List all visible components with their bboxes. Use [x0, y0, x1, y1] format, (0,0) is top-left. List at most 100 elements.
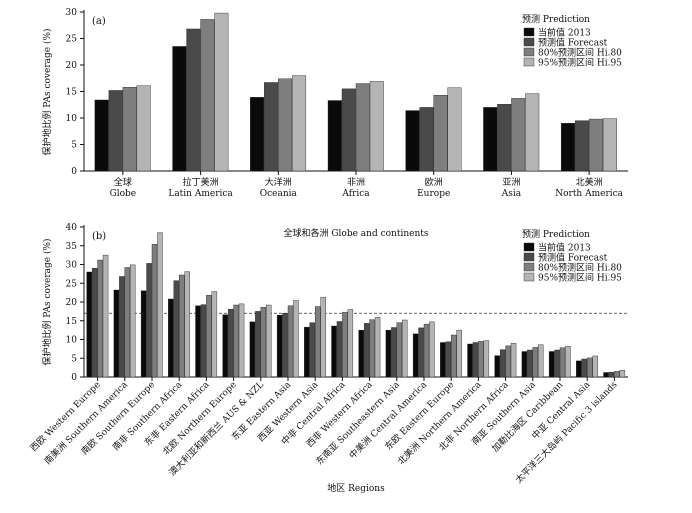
bar: [592, 355, 598, 378]
bar: [347, 309, 354, 378]
bar: [227, 308, 234, 378]
bar: [405, 110, 420, 172]
bar: [200, 304, 207, 378]
bar: [113, 289, 120, 378]
bar: [250, 97, 265, 172]
bar: [97, 259, 103, 378]
bar: [214, 12, 229, 172]
legend-swatch: [523, 252, 535, 262]
bar: [304, 326, 310, 378]
bar: [576, 360, 582, 378]
bar: [554, 349, 560, 378]
bar: [124, 267, 131, 378]
bar: [320, 296, 326, 378]
bar: [447, 87, 462, 172]
bar: [86, 271, 92, 378]
bar: [292, 75, 307, 172]
y-tick-label: 5: [71, 354, 77, 364]
bar: [483, 107, 498, 172]
y-tick-label: 35: [66, 242, 78, 252]
bar: [206, 295, 212, 378]
bar: [505, 345, 511, 378]
bar: [423, 323, 430, 378]
bar: [419, 107, 434, 172]
category-label-en: Globe: [110, 189, 137, 199]
legend-swatch: [523, 47, 535, 57]
bar: [429, 321, 435, 378]
legend-swatch: [523, 262, 535, 272]
bar: [608, 371, 615, 378]
bar: [266, 304, 272, 378]
bar: [494, 355, 500, 378]
bar: [331, 325, 337, 378]
legend-swatch: [523, 272, 535, 282]
bar: [293, 300, 299, 378]
y-tick-label: 10: [66, 114, 78, 124]
bar: [538, 344, 544, 378]
bar: [140, 290, 147, 378]
bar: [402, 319, 408, 378]
category-label-en: North America: [555, 189, 623, 199]
bar: [136, 85, 151, 172]
bar: [233, 304, 239, 378]
bar: [445, 341, 452, 378]
bar: [412, 333, 419, 378]
bar: [497, 104, 512, 172]
bar: [186, 28, 201, 172]
bar: [309, 322, 316, 378]
bar: [511, 98, 526, 172]
y-axis-label: 保护地比例 PAs coverage (%): [41, 28, 53, 155]
bar: [255, 311, 261, 378]
bar: [355, 83, 370, 172]
bar: [560, 123, 575, 172]
legend-entry: 95%预测区间 Hi.95: [538, 272, 622, 284]
bar: [260, 307, 267, 378]
y-tick-label: 10: [66, 336, 78, 346]
bar: [119, 276, 125, 378]
bar: [336, 321, 343, 378]
bar: [315, 306, 321, 378]
legend-swatch: [523, 27, 535, 37]
bar: [440, 342, 446, 378]
bar: [222, 314, 228, 378]
y-tick-label: 20: [66, 298, 78, 308]
bar: [278, 78, 293, 172]
bar: [130, 264, 136, 378]
category-label-en: Oceania: [260, 189, 298, 199]
legend-entry: 预测值 Forecast: [538, 37, 608, 49]
bar: [211, 291, 218, 378]
bar: [151, 244, 158, 378]
y-tick-label: 30: [66, 261, 78, 271]
bar: [122, 87, 137, 172]
panel-b: 0 5 10 15 20 25 30 35 40 保护地比例 PAs coverage (%) (b…: [27, 223, 628, 494]
bar: [249, 321, 256, 378]
category-label-zh: 大洋洲: [265, 176, 292, 188]
category-label-zh: 欧洲: [425, 176, 443, 188]
bar: [527, 349, 533, 378]
bar: [342, 311, 348, 378]
bar: [94, 99, 109, 172]
panel-label: (b): [92, 231, 106, 242]
category-label-zh: 全球: [114, 176, 132, 188]
bar: [525, 93, 540, 172]
bar: [532, 347, 539, 378]
bar: [478, 341, 484, 378]
bar: [276, 314, 283, 378]
bar: [374, 317, 381, 378]
legend-title: 预测 Prediction: [522, 14, 590, 25]
legend-entry: 当前值 2013: [538, 242, 591, 254]
bar: [603, 372, 609, 378]
bar: [200, 19, 215, 172]
bar: [195, 305, 201, 378]
y-tick-label: 15: [66, 88, 78, 98]
bar: [168, 298, 174, 378]
bar: [602, 118, 617, 172]
category-label-zh: 非洲: [347, 176, 365, 188]
y-axis-label: 保护地比例 PAs coverage (%): [41, 238, 53, 365]
bar: [456, 329, 462, 378]
bar: [499, 349, 506, 378]
y-tick-label: 40: [66, 223, 78, 233]
category-label-en: Europe: [417, 189, 450, 199]
y-tick-label: 0: [71, 373, 77, 383]
